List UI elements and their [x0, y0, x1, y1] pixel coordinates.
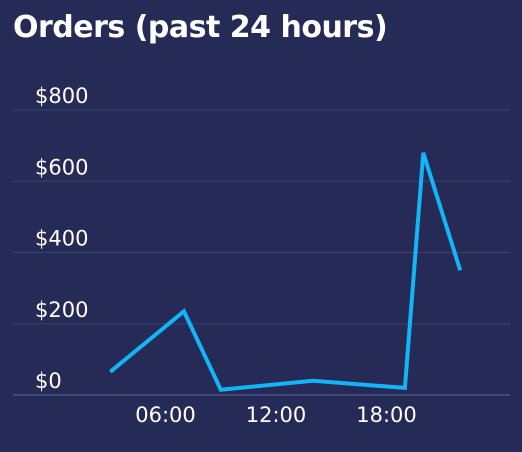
- y-tick-label: $600: [35, 155, 88, 179]
- series-line: [109, 152, 463, 392]
- y-tick-label: $200: [35, 298, 88, 322]
- x-tick-label: 06:00: [135, 403, 196, 427]
- x-tick-label: 12:00: [246, 403, 307, 427]
- y-tick-label: $0: [35, 369, 62, 393]
- x-tick-label: 18:00: [356, 403, 417, 427]
- y-tick-label: $400: [35, 227, 88, 251]
- chart-title: Orders (past 24 hours): [13, 10, 388, 45]
- y-tick-label: $800: [35, 84, 88, 108]
